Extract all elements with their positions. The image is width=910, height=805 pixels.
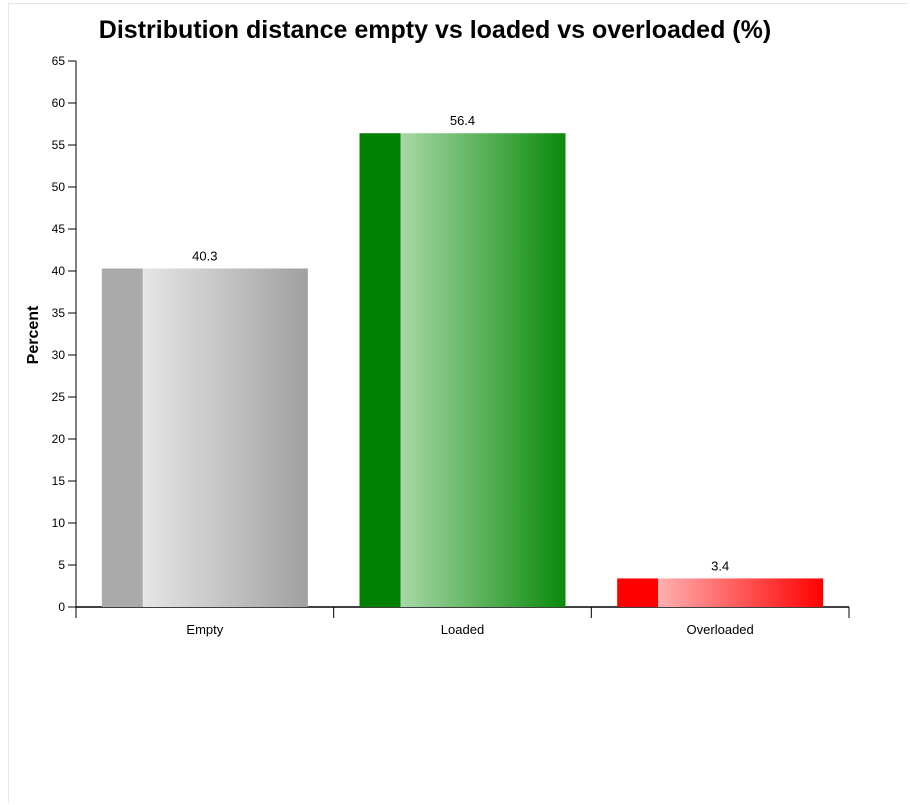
bar-overloaded-shade xyxy=(617,578,659,607)
y-tick-label: 35 xyxy=(52,306,66,320)
bar-overloaded xyxy=(658,578,824,607)
x-tick-label: Loaded xyxy=(441,622,484,637)
y-tick-label: 15 xyxy=(52,474,66,488)
x-axis: Empty Loaded Overloaded xyxy=(75,606,850,637)
bar-empty xyxy=(142,268,308,607)
y-tick-label: 40 xyxy=(52,264,66,278)
bars-group: 40.3 56.4 3.4 xyxy=(101,113,824,608)
y-axis-label: Percent xyxy=(25,305,42,364)
bar-value-label: 40.3 xyxy=(192,248,217,263)
y-tick-label: 50 xyxy=(52,180,66,194)
chart-title: Distribution distance empty vs loaded vs… xyxy=(99,16,771,44)
bar-loaded-shade xyxy=(359,133,401,608)
y-tick-label: 20 xyxy=(52,432,66,446)
y-tick-label: 65 xyxy=(52,54,66,68)
y-tick-label: 30 xyxy=(52,348,66,362)
bar-empty-shade xyxy=(101,268,143,607)
y-tick-label: 60 xyxy=(52,96,66,110)
x-tick-label: Overloaded xyxy=(687,622,754,637)
x-tick-label: Empty xyxy=(186,622,223,637)
bar-loaded xyxy=(400,133,566,608)
bar-value-label: 3.4 xyxy=(711,558,729,573)
y-tick-label: 5 xyxy=(58,558,65,572)
y-tick-label: 10 xyxy=(52,516,66,530)
y-axis: 0 5 10 15 20 25 30 35 40 45 50 55 60 65 xyxy=(52,54,77,614)
y-tick-label: 45 xyxy=(52,222,66,236)
y-tick-label: 25 xyxy=(52,390,66,404)
bar-value-label: 56.4 xyxy=(450,113,475,128)
y-tick-label: 0 xyxy=(58,600,65,614)
y-tick-label: 55 xyxy=(52,138,66,152)
